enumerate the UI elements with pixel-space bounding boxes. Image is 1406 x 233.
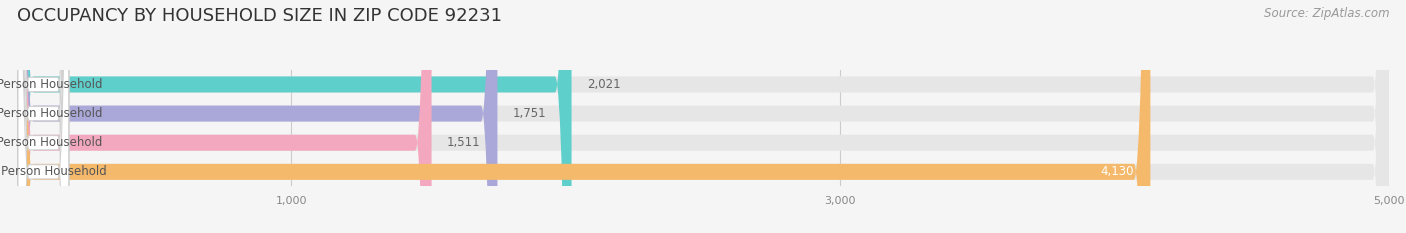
Text: 2-Person Household: 2-Person Household: [0, 107, 103, 120]
Text: Source: ZipAtlas.com: Source: ZipAtlas.com: [1264, 7, 1389, 20]
Text: 1,511: 1,511: [447, 136, 481, 149]
FancyBboxPatch shape: [18, 0, 69, 233]
Text: 2,021: 2,021: [586, 78, 620, 91]
FancyBboxPatch shape: [17, 0, 432, 233]
Text: 1-Person Household: 1-Person Household: [0, 78, 103, 91]
FancyBboxPatch shape: [18, 0, 69, 233]
FancyBboxPatch shape: [18, 0, 69, 233]
FancyBboxPatch shape: [17, 0, 1150, 233]
Text: 3-Person Household: 3-Person Household: [0, 136, 103, 149]
FancyBboxPatch shape: [17, 0, 1389, 233]
Text: OCCUPANCY BY HOUSEHOLD SIZE IN ZIP CODE 92231: OCCUPANCY BY HOUSEHOLD SIZE IN ZIP CODE …: [17, 7, 502, 25]
Text: 4+ Person Household: 4+ Person Household: [0, 165, 107, 178]
Text: 1,751: 1,751: [513, 107, 546, 120]
FancyBboxPatch shape: [17, 0, 1389, 233]
FancyBboxPatch shape: [17, 0, 498, 233]
FancyBboxPatch shape: [17, 0, 1389, 233]
FancyBboxPatch shape: [17, 0, 1389, 233]
Text: 4,130: 4,130: [1101, 165, 1133, 178]
FancyBboxPatch shape: [18, 0, 69, 233]
FancyBboxPatch shape: [17, 0, 571, 233]
